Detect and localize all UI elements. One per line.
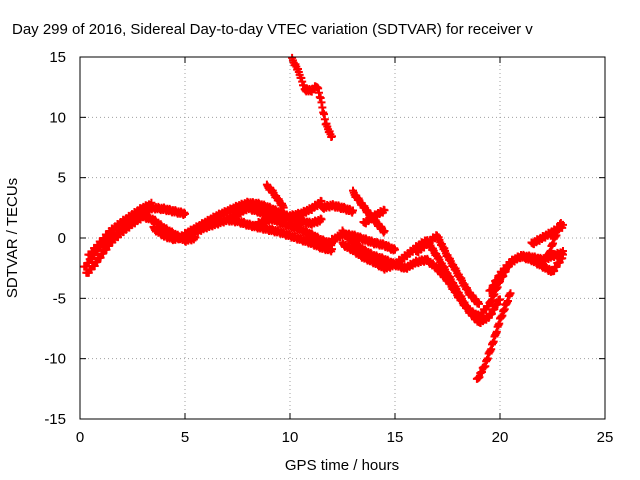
- data-point: [475, 373, 484, 382]
- series-arc-18: [527, 220, 567, 249]
- data-point: [492, 327, 501, 336]
- data-point: [487, 345, 496, 354]
- data-point: [475, 299, 483, 308]
- data-point: [493, 283, 502, 292]
- data-point: [147, 198, 156, 207]
- y-axis-label: SDTVAR / TECUs: [4, 178, 21, 298]
- series-arc-9: [288, 53, 336, 142]
- x-tick-label: 15: [387, 429, 404, 446]
- series-arc-6: [223, 202, 336, 250]
- data-point: [477, 367, 486, 376]
- data-points: [80, 53, 567, 383]
- data-point: [318, 103, 327, 112]
- data-point: [498, 311, 507, 320]
- data-point: [490, 290, 499, 299]
- data-point: [495, 319, 504, 328]
- data-point: [317, 215, 326, 224]
- data-point: [555, 224, 564, 233]
- data-point: [314, 84, 323, 93]
- chart-title: Day 299 of 2016, Sidereal Day-to-day VTE…: [12, 21, 533, 38]
- data-point: [546, 246, 555, 255]
- data-point: [320, 110, 329, 119]
- data-point: [556, 219, 565, 228]
- y-tick-label: 0: [58, 230, 66, 247]
- data-point: [552, 231, 561, 240]
- data-point: [503, 297, 512, 306]
- data-point: [279, 203, 288, 212]
- x-tick-label: 10: [282, 429, 299, 446]
- series-arc-15: [412, 231, 483, 308]
- data-point: [181, 209, 189, 218]
- y-tick-label: -15: [44, 411, 66, 428]
- data-point: [487, 296, 496, 305]
- x-tick-label: 20: [492, 429, 509, 446]
- x-axis-label: GPS time / hours: [285, 457, 399, 474]
- data-point: [549, 239, 558, 248]
- data-point: [317, 98, 326, 107]
- data-point: [506, 289, 515, 298]
- data-point: [500, 305, 509, 314]
- data-point: [489, 337, 498, 346]
- data-point: [316, 93, 325, 102]
- y-tick-label: -5: [53, 290, 66, 307]
- series-arc-14: [328, 228, 399, 255]
- series-arc-17: [485, 250, 567, 295]
- data-point: [317, 197, 326, 206]
- x-tick-label: 5: [181, 429, 189, 446]
- data-point: [349, 206, 357, 215]
- series-arc-3: [84, 198, 156, 259]
- data-point: [314, 88, 323, 97]
- y-tick-label: 5: [58, 170, 66, 187]
- y-tick-label: 10: [49, 109, 66, 126]
- data-point: [328, 132, 336, 141]
- data-point: [559, 250, 567, 259]
- x-tick-label: 0: [76, 429, 84, 446]
- data-point: [391, 245, 399, 254]
- data-point: [481, 362, 490, 371]
- x-tick-label: 25: [597, 429, 614, 446]
- series-arc-13: [359, 205, 389, 228]
- series-arc-8: [262, 180, 288, 212]
- data-point: [191, 233, 200, 242]
- series-arc-20: [317, 200, 357, 217]
- data-point: [380, 226, 389, 235]
- data-point: [496, 295, 504, 304]
- data-point: [320, 115, 329, 124]
- series-arc-16: [472, 289, 515, 383]
- series-arc-7: [254, 196, 326, 229]
- plot-frame: [79, 56, 606, 420]
- data-point: [483, 354, 492, 363]
- data-point: [380, 206, 389, 215]
- series-arc-19: [544, 219, 565, 259]
- y-tick-label: -10: [44, 351, 66, 368]
- y-tick-label: 15: [49, 49, 66, 66]
